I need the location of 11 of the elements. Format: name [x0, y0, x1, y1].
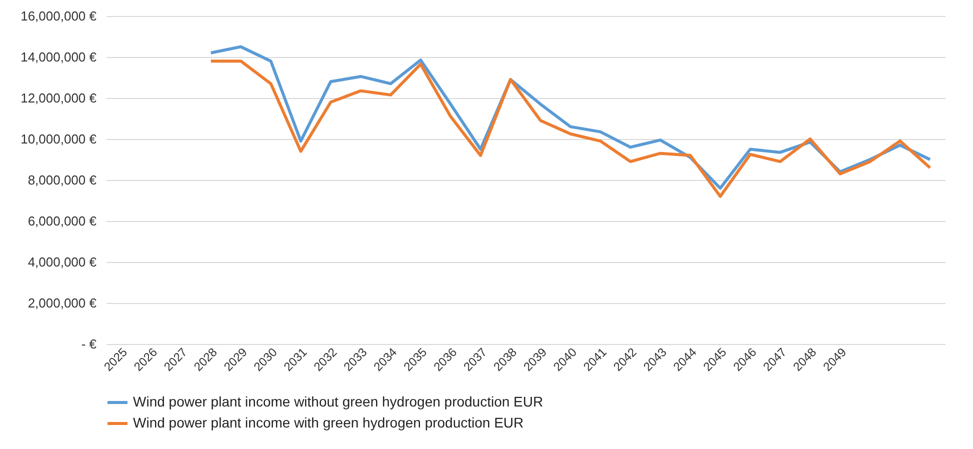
y-tick-label: 10,000,000 € [20, 132, 98, 146]
y-tick-label: 12,000,000 € [20, 90, 98, 106]
y-tick-label: 6,000,000 € [28, 214, 98, 228]
legend-label: Wind power plant income with green hydrogen production EUR [133, 414, 524, 430]
y-tick-label: 8,000,000 € [28, 172, 98, 188]
y-tick-label: 14,000,000 € [20, 50, 98, 64]
y-tick-label: 16,000,000 € [20, 8, 98, 24]
y-tick-label: - € [81, 336, 98, 352]
y-tick-label: 2,000,000 € [28, 296, 98, 310]
legend-label: Wind power plant income without green hydrogen production EUR [133, 394, 544, 410]
y-tick-label: 4,000,000 € [28, 254, 98, 270]
